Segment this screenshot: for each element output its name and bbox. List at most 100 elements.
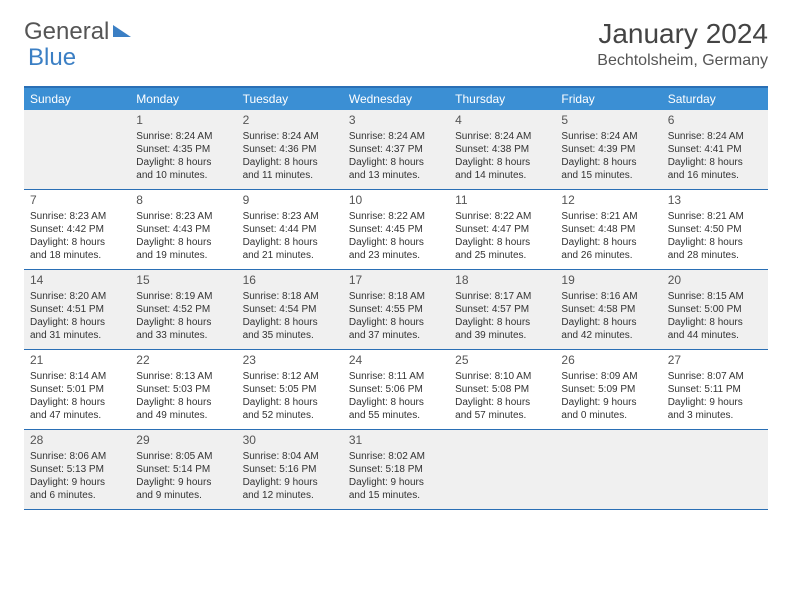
day-header: Thursday (449, 88, 555, 110)
title-block: January 2024 Bechtolsheim, Germany (597, 18, 768, 70)
sun-line: Sunset: 4:48 PM (561, 223, 655, 236)
day-number: 3 (349, 113, 443, 129)
sun-line: Sunset: 4:35 PM (136, 143, 230, 156)
sun-line: Sunset: 4:37 PM (349, 143, 443, 156)
day-number: 31 (349, 433, 443, 449)
sun-line: Sunrise: 8:07 AM (668, 370, 762, 383)
sun-line: Daylight: 8 hours (243, 156, 337, 169)
day-number: 8 (136, 193, 230, 209)
day-number: 27 (668, 353, 762, 369)
calendar-cell: 9Sunrise: 8:23 AMSunset: 4:44 PMDaylight… (237, 190, 343, 270)
logo-text-1: General (24, 18, 109, 46)
logo: General (24, 18, 133, 46)
sun-line: Daylight: 8 hours (136, 156, 230, 169)
calendar-cell: 23Sunrise: 8:12 AMSunset: 5:05 PMDayligh… (237, 350, 343, 430)
calendar-cell: 25Sunrise: 8:10 AMSunset: 5:08 PMDayligh… (449, 350, 555, 430)
sun-line: Sunset: 5:14 PM (136, 463, 230, 476)
sun-line: Sunrise: 8:23 AM (243, 210, 337, 223)
day-number: 15 (136, 273, 230, 289)
day-number: 25 (455, 353, 549, 369)
sun-line: Sunset: 5:11 PM (668, 383, 762, 396)
calendar-cell: 17Sunrise: 8:18 AMSunset: 4:55 PMDayligh… (343, 270, 449, 350)
calendar-cell: 13Sunrise: 8:21 AMSunset: 4:50 PMDayligh… (662, 190, 768, 270)
sun-line: Sunset: 4:50 PM (668, 223, 762, 236)
calendar-cell (24, 110, 130, 190)
sun-line: Sunrise: 8:22 AM (349, 210, 443, 223)
sun-line: and 23 minutes. (349, 249, 443, 262)
sun-line: Daylight: 8 hours (455, 236, 549, 249)
calendar-cell (555, 430, 661, 510)
day-number: 1 (136, 113, 230, 129)
sun-line: Daylight: 9 hours (668, 396, 762, 409)
sun-line: and 13 minutes. (349, 169, 443, 182)
sun-line: and 49 minutes. (136, 409, 230, 422)
sun-line: Sunrise: 8:21 AM (561, 210, 655, 223)
sun-line: Daylight: 8 hours (30, 396, 124, 409)
sun-line: Sunrise: 8:04 AM (243, 450, 337, 463)
calendar-cell: 14Sunrise: 8:20 AMSunset: 4:51 PMDayligh… (24, 270, 130, 350)
calendar-cell: 15Sunrise: 8:19 AMSunset: 4:52 PMDayligh… (130, 270, 236, 350)
calendar-cell: 26Sunrise: 8:09 AMSunset: 5:09 PMDayligh… (555, 350, 661, 430)
day-header: Tuesday (237, 88, 343, 110)
day-number: 14 (30, 273, 124, 289)
sun-line: Sunset: 5:09 PM (561, 383, 655, 396)
day-number: 6 (668, 113, 762, 129)
sun-line: Sunrise: 8:22 AM (455, 210, 549, 223)
sun-line: Sunrise: 8:18 AM (349, 290, 443, 303)
calendar-cell: 21Sunrise: 8:14 AMSunset: 5:01 PMDayligh… (24, 350, 130, 430)
sun-line: Daylight: 8 hours (136, 396, 230, 409)
sun-line: Daylight: 8 hours (561, 156, 655, 169)
calendar-cell: 1Sunrise: 8:24 AMSunset: 4:35 PMDaylight… (130, 110, 236, 190)
sun-line: and 28 minutes. (668, 249, 762, 262)
calendar-cell: 12Sunrise: 8:21 AMSunset: 4:48 PMDayligh… (555, 190, 661, 270)
calendar-cell (662, 430, 768, 510)
day-number: 19 (561, 273, 655, 289)
calendar-cell: 20Sunrise: 8:15 AMSunset: 5:00 PMDayligh… (662, 270, 768, 350)
sun-line: Daylight: 8 hours (30, 236, 124, 249)
sun-line: Sunrise: 8:24 AM (561, 130, 655, 143)
day-number: 28 (30, 433, 124, 449)
sun-line: Sunset: 4:51 PM (30, 303, 124, 316)
sun-line: and 18 minutes. (30, 249, 124, 262)
calendar-cell: 22Sunrise: 8:13 AMSunset: 5:03 PMDayligh… (130, 350, 236, 430)
sun-line: Daylight: 8 hours (349, 396, 443, 409)
sun-line: Sunset: 4:58 PM (561, 303, 655, 316)
sun-line: Sunrise: 8:24 AM (668, 130, 762, 143)
calendar-cell: 2Sunrise: 8:24 AMSunset: 4:36 PMDaylight… (237, 110, 343, 190)
sun-line: Daylight: 8 hours (455, 396, 549, 409)
day-number: 21 (30, 353, 124, 369)
sun-line: Sunrise: 8:13 AM (136, 370, 230, 383)
sun-line: and 33 minutes. (136, 329, 230, 342)
sun-line: Sunrise: 8:12 AM (243, 370, 337, 383)
sun-line: Sunset: 5:06 PM (349, 383, 443, 396)
day-number: 26 (561, 353, 655, 369)
calendar-cell: 29Sunrise: 8:05 AMSunset: 5:14 PMDayligh… (130, 430, 236, 510)
sun-line: Sunrise: 8:24 AM (455, 130, 549, 143)
sun-line: Sunrise: 8:14 AM (30, 370, 124, 383)
sun-line: and 44 minutes. (668, 329, 762, 342)
sun-line: Daylight: 8 hours (561, 316, 655, 329)
sun-line: Sunrise: 8:19 AM (136, 290, 230, 303)
sun-line: Sunset: 4:36 PM (243, 143, 337, 156)
sun-line: Daylight: 8 hours (136, 236, 230, 249)
sun-line: and 15 minutes. (349, 489, 443, 502)
sun-line: Sunrise: 8:11 AM (349, 370, 443, 383)
sun-line: Daylight: 8 hours (243, 236, 337, 249)
calendar-cell: 11Sunrise: 8:22 AMSunset: 4:47 PMDayligh… (449, 190, 555, 270)
sun-line: Sunset: 5:03 PM (136, 383, 230, 396)
sun-line: Daylight: 8 hours (30, 316, 124, 329)
month-title: January 2024 (597, 18, 768, 50)
day-header: Friday (555, 88, 661, 110)
sun-line: Sunset: 4:45 PM (349, 223, 443, 236)
sun-line: and 0 minutes. (561, 409, 655, 422)
calendar-cell: 10Sunrise: 8:22 AMSunset: 4:45 PMDayligh… (343, 190, 449, 270)
sun-line: Daylight: 8 hours (455, 156, 549, 169)
day-header: Saturday (662, 88, 768, 110)
day-number: 5 (561, 113, 655, 129)
calendar-cell: 19Sunrise: 8:16 AMSunset: 4:58 PMDayligh… (555, 270, 661, 350)
day-number: 9 (243, 193, 337, 209)
sun-line: Sunrise: 8:24 AM (243, 130, 337, 143)
sun-line: Sunset: 4:57 PM (455, 303, 549, 316)
sun-line: and 37 minutes. (349, 329, 443, 342)
day-number: 22 (136, 353, 230, 369)
